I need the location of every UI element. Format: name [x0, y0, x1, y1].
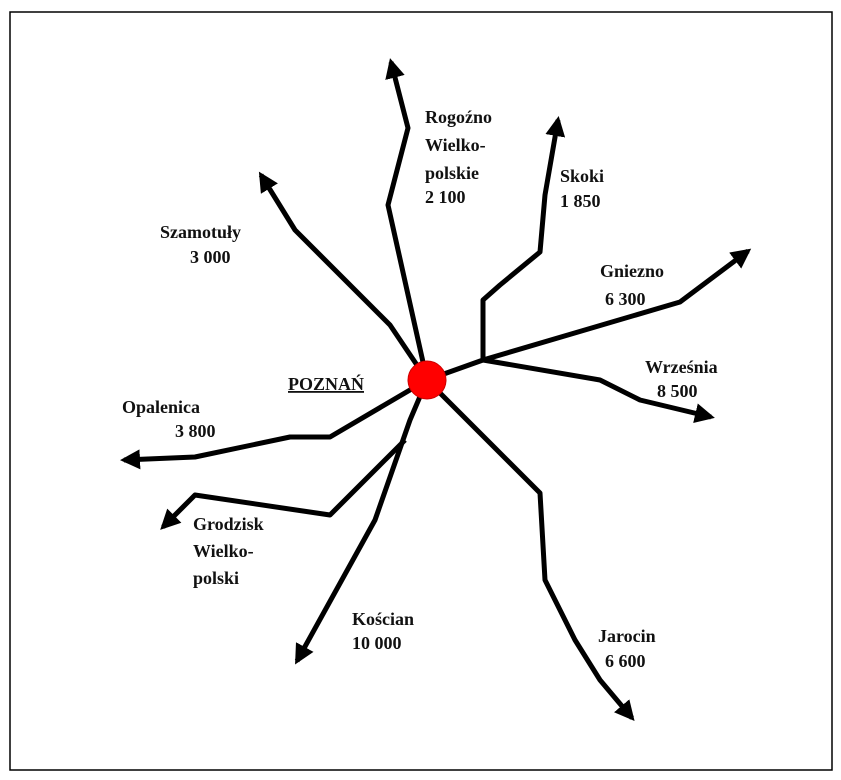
route-value: 3 800	[175, 421, 216, 441]
route-name: Gniezno	[600, 261, 664, 281]
route-value: 8 500	[657, 381, 698, 401]
route-name: Skoki	[560, 166, 604, 186]
center-label: POZNAŃ	[288, 373, 364, 394]
route-value: 6 300	[605, 289, 646, 309]
route-name: polski	[193, 568, 239, 588]
poznan-node	[407, 360, 447, 400]
road-gniezno	[426, 248, 752, 383]
route-value: 3 000	[190, 247, 231, 267]
road-wrzesnia	[482, 357, 715, 423]
route-value: 10 000	[352, 633, 402, 653]
road-skoki	[480, 116, 566, 360]
route-value: 6 600	[605, 651, 646, 671]
road-rogozno	[385, 58, 430, 381]
road-opalenica	[120, 377, 429, 470]
route-name: Wielko-	[193, 541, 254, 561]
road-koscian	[294, 379, 430, 665]
route-name: Opalenica	[122, 397, 200, 417]
route-name: Grodzisk	[193, 514, 264, 534]
road-jarocin	[425, 378, 635, 722]
route-value: 1 850	[560, 191, 601, 211]
route-name: Kościan	[352, 609, 414, 629]
route-name: Rogoźno	[425, 107, 492, 127]
route-name: Jarocin	[598, 626, 656, 646]
route-name: polskie	[425, 163, 479, 183]
roads	[120, 58, 752, 722]
route-name: Września	[645, 357, 718, 377]
road-szamotuly	[258, 171, 430, 382]
route-name: Wielko-	[425, 135, 486, 155]
road-grodzisk	[160, 438, 407, 530]
route-name: Szamotuły	[160, 222, 241, 242]
route-value: 2 100	[425, 187, 466, 207]
